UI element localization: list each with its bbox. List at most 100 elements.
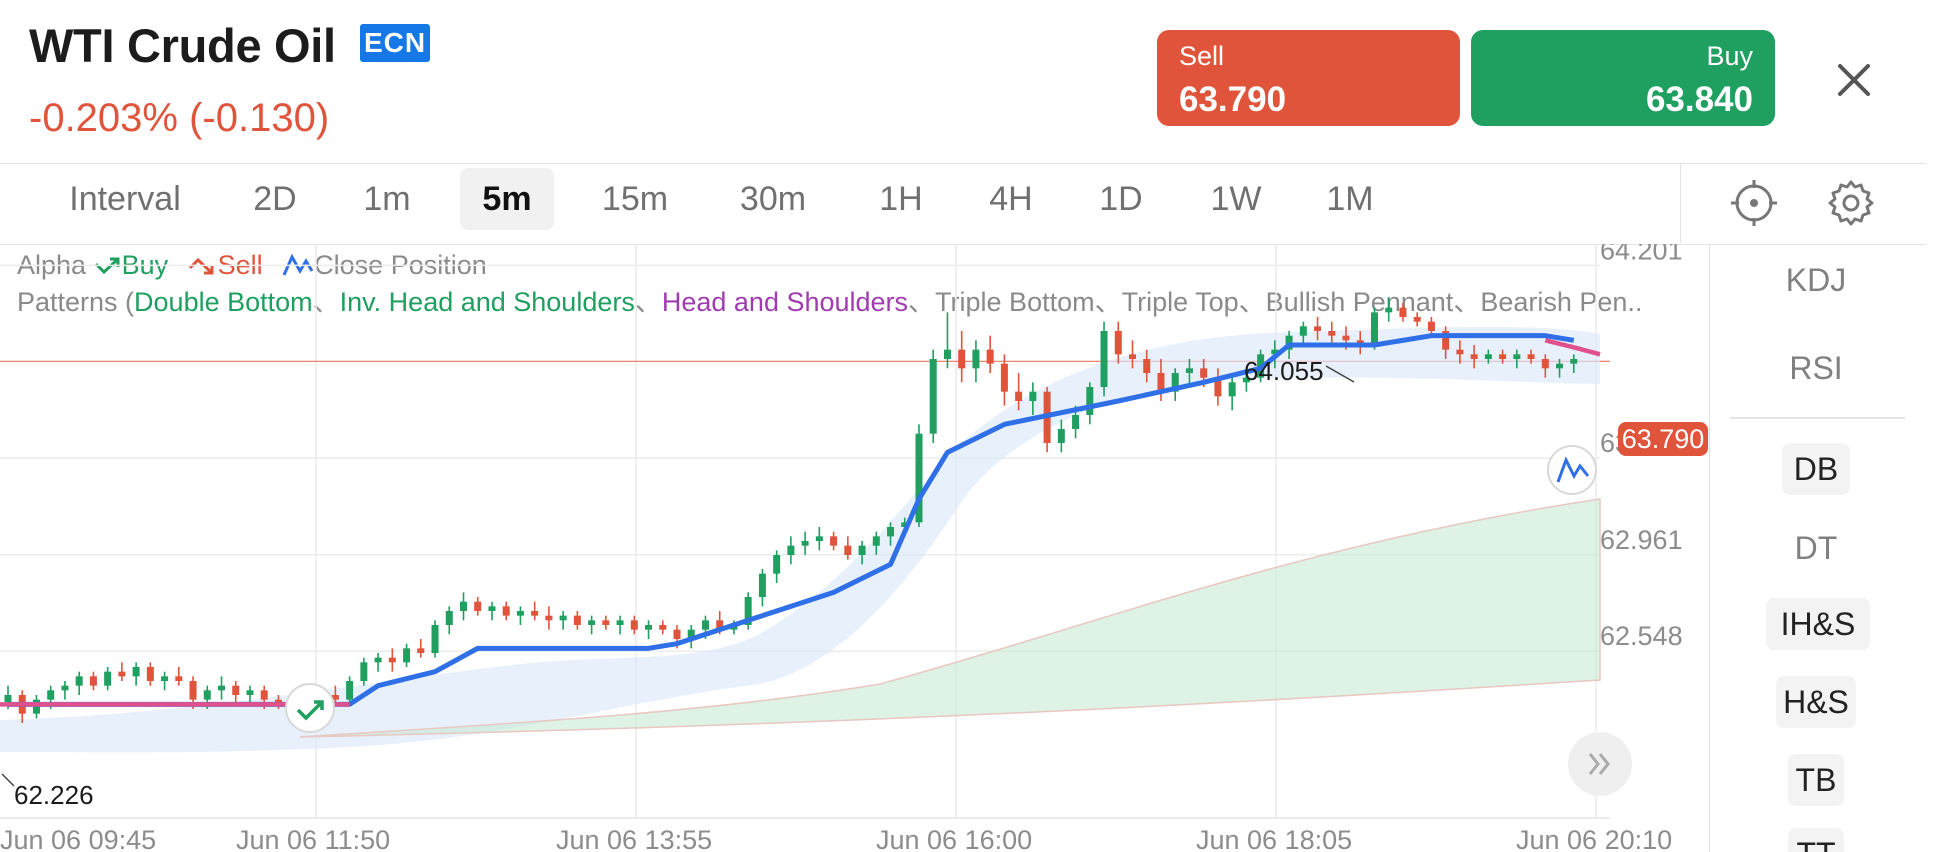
buy-button[interactable]: Buy 63.840 [1471,30,1775,126]
candle [958,349,966,369]
price-change: -0.203% (-0.130) [29,96,330,140]
candle [1442,331,1450,350]
close-icon[interactable] [1830,56,1878,104]
pattern-ihs[interactable]: IH&S [1766,598,1870,650]
candle [89,676,97,686]
candle [1157,373,1165,392]
gear-icon[interactable] [1826,178,1876,228]
sell-button[interactable]: Sell 63.790 [1157,30,1460,126]
candle [1200,368,1208,378]
interval-4h[interactable]: 4H [989,180,1033,218]
alpha-band [0,327,1600,753]
y-tick-label: 64.201 [1600,244,1683,265]
pattern-tt[interactable]: TT [1788,828,1844,852]
candle [4,695,12,702]
close-marker-glyph [1556,456,1590,483]
interval-30m[interactable]: 30m [739,180,807,218]
crosshair-icon[interactable] [1729,178,1779,228]
pattern-sep: 、 [908,287,936,317]
interval-1mo[interactable]: 1M [1326,180,1374,218]
candle [1513,354,1521,359]
candle [844,545,852,555]
instrument-title: WTI Crude Oil [29,19,336,72]
candle [616,620,624,625]
candle [1499,354,1507,359]
candle [1470,354,1478,359]
buy-signal-icon [285,683,335,733]
interval-2d[interactable]: 2D [253,180,297,218]
interval-1d[interactable]: 1D [1099,180,1143,218]
candle [346,681,354,700]
candle [1086,387,1094,415]
interval-15m[interactable]: 15m [601,180,669,218]
candle [573,615,581,625]
x-tick-label: Jun 06 09:45 [0,825,156,852]
interval-1m[interactable]: 1m [363,180,411,218]
patterns-prefix: Patterns ( [17,287,135,317]
candle [1314,326,1322,331]
pattern-sep: 、 [1453,287,1481,317]
high-price-pointer [1325,365,1355,383]
candle [1271,349,1279,355]
y-tick-label: 62.961 [1600,525,1683,555]
pattern-hs[interactable]: H&S [1776,676,1856,728]
candle [673,629,681,639]
candle [1000,363,1008,392]
buy-arrow-icon [94,257,120,275]
candle [374,657,382,663]
candle [417,648,425,653]
candle [758,573,766,597]
candle [1100,331,1108,387]
candle [887,527,895,537]
candle [75,676,83,686]
candle [559,615,567,621]
candle [659,625,667,630]
scroll-chevrons [1588,753,1610,775]
interval-5m[interactable]: 5m [460,168,554,230]
candle [872,536,880,546]
candle [1456,349,1464,355]
candle [744,597,752,625]
candle [915,433,923,523]
pattern-tb[interactable]: TB [1788,754,1844,806]
pattern-bullish-pennant: Bullish Pennant [1265,287,1454,317]
candle [331,695,339,700]
indicator-kdj[interactable]: KDJ [1785,262,1847,298]
candle [972,349,980,369]
candle [246,690,254,695]
candle [132,667,140,677]
double-chevron-right-icon[interactable] [1568,732,1632,796]
pattern-sep: 、 [1094,287,1122,317]
candle [1399,307,1407,317]
close-position-line [8,333,1575,707]
candle [630,620,638,630]
candle [1171,373,1179,392]
candle [929,359,937,434]
pattern-triple-bottom: Triple Bottom [935,287,1095,317]
close-position-legend-icon [282,253,314,276]
candle [260,690,268,700]
candle [47,690,55,700]
candle [602,620,610,625]
candle [459,601,467,611]
candle [801,541,809,546]
candle [943,349,951,359]
interval-1w[interactable]: 1W [1210,180,1262,218]
pattern-dt[interactable]: DT [1794,530,1838,566]
candle [1570,359,1578,364]
candle [1029,391,1037,401]
y-tick-label: 62.548 [1600,621,1683,651]
interval-1h[interactable]: 1H [879,180,923,218]
candle [146,667,154,681]
candle [388,657,396,663]
pattern-db[interactable]: DB [1782,443,1850,495]
scroll-button-bg [1568,732,1632,796]
candle [701,620,709,630]
candle [716,620,724,630]
candle [1299,326,1307,336]
candle [431,625,439,653]
indicator-rsi[interactable]: RSI [1789,350,1843,386]
candle [203,690,211,700]
pattern-double-bottom: Double Bottom [134,287,313,317]
